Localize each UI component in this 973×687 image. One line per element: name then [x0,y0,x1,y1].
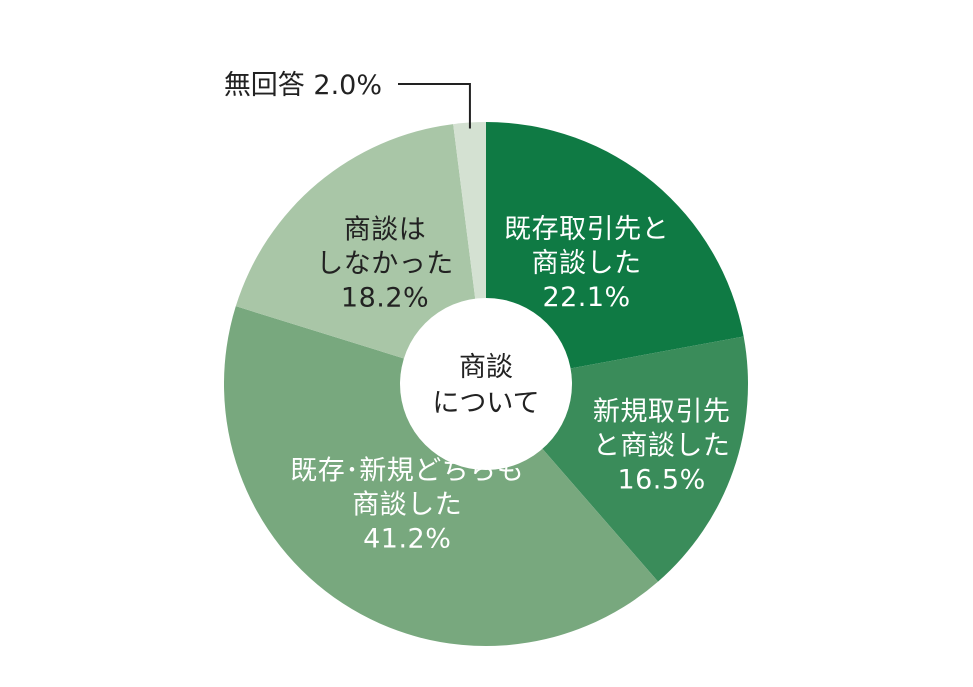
callout: 無回答 2.0% [224,70,471,129]
slice-label-2-line-2: と商談した [593,430,731,461]
pie-slice-4 [235,124,486,384]
slice-value-label-4: 18.2% [341,283,429,314]
center-label-line-1: 商談 [459,352,513,383]
pie-slice-3 [223,306,659,647]
slice-labels: 既存取引先と商談した22.1%新規取引先と商談した16.5%既存･新規どちらも商… [290,214,730,554]
callout-label-no-answer: 無回答 2.0% [224,70,382,101]
center-circle [400,298,572,470]
slice-value-label-1: 22.1% [542,282,630,313]
slice-label-3-line-2: 商談した [352,490,462,521]
slice-label-2-line-1: 新規取引先 [593,396,731,427]
center-label-line-2: について [432,388,539,419]
slice-label-4-line-1: 商談は [344,215,427,246]
slice-label-4-line-2: しなかった [316,249,454,280]
slice-label-1-line-1: 既存取引先と [504,214,669,245]
callout-leader-line [398,83,471,129]
center-hole: 商談 について [400,298,572,470]
slice-value-label-3: 41.2% [363,524,451,555]
slice-value-label-2: 16.5% [617,464,705,495]
pie-slice-1 [486,122,744,384]
pie-slices [223,122,748,647]
slice-label-1-line-2: 商談した [532,248,642,279]
